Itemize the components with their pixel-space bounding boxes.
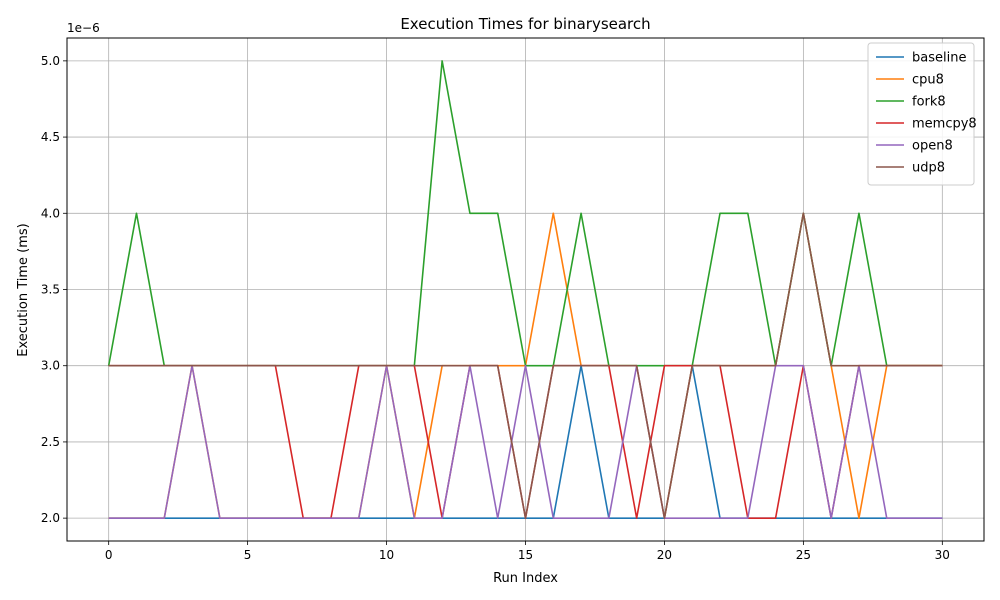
chart-title: Execution Times for binarysearch: [400, 15, 650, 33]
legend-label: cpu8: [912, 73, 944, 88]
y-tick-label: 2.5: [41, 435, 60, 449]
y-tick-label: 4.0: [41, 206, 60, 220]
series-lines: [107, 60, 943, 519]
x-axis-label: Run Index: [493, 571, 558, 586]
x-tick-label: 10: [379, 548, 394, 562]
legend-label: memcpy8: [912, 117, 977, 132]
y-tick-label: 3.0: [41, 359, 60, 373]
y-tick-label: 2.0: [41, 511, 60, 525]
series-line-open8: [108, 364, 943, 519]
y-tick-label: 4.5: [41, 130, 60, 144]
y-tick-label: 5.0: [41, 54, 60, 68]
legend-label: open8: [912, 139, 953, 154]
x-tick-label: 0: [105, 548, 113, 562]
legend: baseline cpu8 fork8 memcpy8 open8 udp8: [867, 42, 977, 186]
axis-ticks: 0 5 10 15 20 25 30 2.0 2.5 3.0 3.5 4.0 4.5 5.0: [41, 54, 950, 562]
x-tick-label: 25: [796, 548, 811, 562]
x-tick-label: 5: [244, 548, 252, 562]
legend-label: udp8: [912, 161, 945, 176]
x-tick-label: 15: [518, 548, 533, 562]
y-axis-offset-text: 1e−6: [67, 21, 100, 35]
x-tick-label: 20: [657, 548, 672, 562]
legend-label: fork8: [912, 95, 946, 110]
y-axis-label: Execution Time (ms): [16, 223, 31, 356]
y-tick-label: 3.5: [41, 283, 60, 297]
legend-label: baseline: [912, 51, 966, 66]
x-tick-label: 30: [935, 548, 950, 562]
series-line-udp8: [108, 212, 943, 519]
